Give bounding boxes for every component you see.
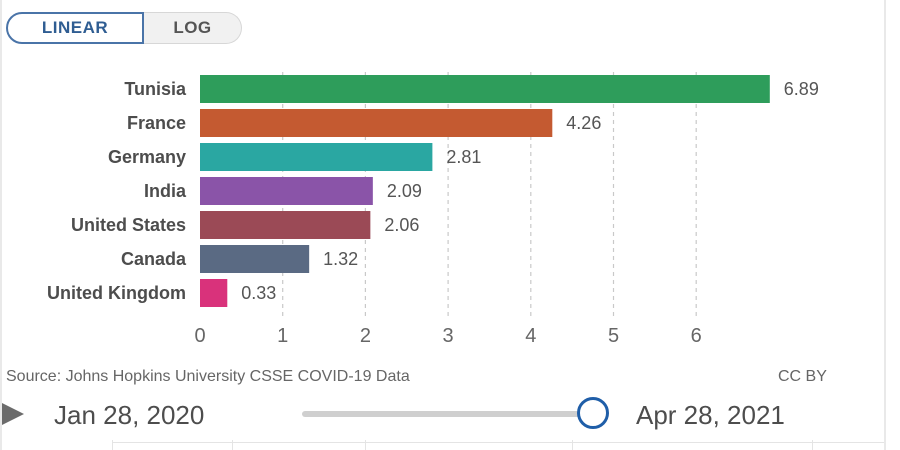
value-label: 2.09 xyxy=(387,181,422,201)
value-label: 4.26 xyxy=(566,113,601,133)
scale-toggle: LINEAR LOG xyxy=(6,12,242,44)
timeline-slider-handle[interactable] xyxy=(577,397,609,429)
value-label: 1.32 xyxy=(323,249,358,269)
bar-united-kingdom xyxy=(200,279,228,307)
value-label: 2.81 xyxy=(446,147,481,167)
x-tick-label: 5 xyxy=(608,325,619,347)
bar-india xyxy=(200,177,373,205)
category-label: Germany xyxy=(108,147,186,167)
next-chart-axis-line xyxy=(112,442,884,443)
next-chart-axis-tick xyxy=(812,440,813,450)
category-label: United Kingdom xyxy=(47,283,186,303)
license-link[interactable]: CC BY xyxy=(778,368,827,385)
category-label: United States xyxy=(71,215,186,235)
bar-france xyxy=(200,109,553,137)
frame-border-right xyxy=(884,0,886,450)
bar-chart: 0 1 2 3 4 5 6 Tunisia 6.89 France 4.26 Germany 2.81 I… xyxy=(47,72,819,347)
category-label: India xyxy=(144,181,187,201)
next-chart-axis-tick xyxy=(572,440,573,450)
source-note: Source: Johns Hopkins University CSSE CO… xyxy=(6,368,410,385)
x-tick-label: 3 xyxy=(443,325,454,347)
bar-united-states xyxy=(200,211,371,239)
bar-germany xyxy=(200,143,433,171)
x-tick-label: 0 xyxy=(194,325,205,347)
timeline-slider-track[interactable] xyxy=(302,411,598,417)
next-chart-axis-tick xyxy=(365,440,366,450)
x-tick-label: 2 xyxy=(360,325,371,347)
category-label: France xyxy=(127,113,186,133)
log-scale-button[interactable]: LOG xyxy=(144,12,242,44)
x-tick-label: 4 xyxy=(525,325,536,347)
category-label: Tunisia xyxy=(124,79,187,99)
linear-scale-button[interactable]: LINEAR xyxy=(6,12,144,44)
value-label: 6.89 xyxy=(784,79,819,99)
category-label: Canada xyxy=(121,249,187,269)
timeline-end-date: Apr 28, 2021 xyxy=(636,400,785,430)
bar-canada xyxy=(200,245,310,273)
value-label: 0.33 xyxy=(241,283,276,303)
frame-border-left xyxy=(0,0,2,450)
next-chart-axis-tick xyxy=(112,440,113,450)
bar-tunisia xyxy=(200,75,770,103)
x-tick-label: 1 xyxy=(277,325,288,347)
value-label: 2.06 xyxy=(384,215,419,235)
play-icon[interactable] xyxy=(2,403,24,425)
x-tick-label: 6 xyxy=(691,325,702,347)
next-chart-axis-tick xyxy=(232,440,233,450)
timeline-start-date: Jan 28, 2020 xyxy=(54,400,205,430)
